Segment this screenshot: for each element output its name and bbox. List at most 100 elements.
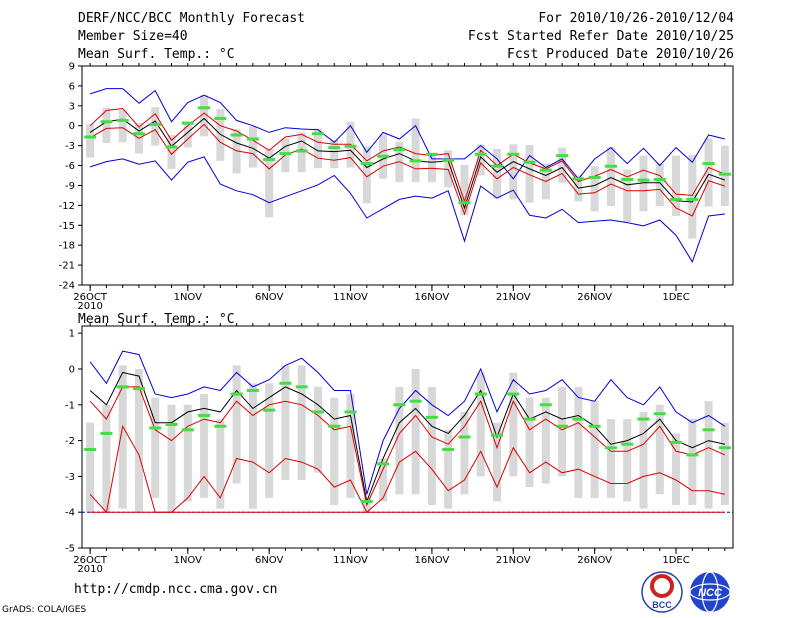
spread-box (688, 154, 697, 239)
y-tick-label: -5 (65, 544, 75, 555)
median-tick (84, 135, 97, 139)
y-tick-label: -6 (65, 161, 75, 172)
spread-box (167, 135, 176, 169)
y-tick-label: -21 (59, 261, 75, 272)
y-tick-label: 1 (69, 329, 75, 340)
median-tick (393, 148, 406, 152)
median-tick (181, 121, 194, 125)
spread-box (525, 144, 534, 203)
median-tick (637, 417, 650, 421)
median-tick (572, 417, 585, 421)
x-tick-label: 11NOV (333, 292, 368, 303)
median-tick (604, 164, 617, 168)
y-tick-label: -4 (65, 508, 75, 519)
y-tick-label: -2 (65, 436, 75, 447)
median-tick (198, 106, 211, 110)
median-tick (670, 197, 683, 201)
median-tick (556, 424, 569, 428)
median-tick (328, 424, 341, 428)
start-date: Fcst Started Refer Date 2010/10/25 (467, 29, 734, 44)
spread-box (134, 368, 143, 513)
median-tick (425, 152, 438, 156)
median-tick (556, 154, 569, 158)
spread-box (672, 155, 681, 216)
median-tick (230, 133, 243, 137)
median-tick (621, 177, 634, 181)
median-tick (523, 160, 536, 164)
median-tick (344, 144, 357, 148)
median-tick (165, 422, 178, 426)
spread-box (574, 386, 583, 498)
spread-box (606, 146, 615, 207)
y-tick-label: -3 (65, 141, 75, 152)
spread-box (265, 148, 274, 218)
x-tick-label: 16NOV (415, 555, 450, 566)
median-tick (360, 162, 373, 166)
spread-box (525, 397, 534, 488)
spread-box (362, 146, 371, 204)
ncc-logo: NCC (689, 571, 731, 613)
y-tick-label: 0 (69, 121, 75, 132)
spread-box (200, 394, 209, 498)
x-tick-label: 1DEC (662, 292, 689, 303)
spread-box (167, 404, 176, 513)
spread-box (720, 422, 729, 506)
spread-box (232, 365, 241, 484)
spread-box (118, 365, 127, 509)
spread-box (297, 365, 306, 480)
spread-box (265, 383, 274, 498)
series-mean-line (89, 371, 726, 504)
y-tick-label: -15 (59, 221, 75, 232)
median-tick (230, 392, 243, 396)
spread-box (183, 404, 192, 502)
spread-box (444, 429, 453, 509)
forecast-period: For 2010/10/26-2010/12/04 (538, 11, 734, 26)
spread-box (411, 368, 420, 495)
median-tick (539, 403, 552, 407)
spread-box (720, 145, 729, 207)
source-url[interactable]: http://cmdp.ncc.cma.gov.cn (74, 582, 278, 597)
produced-date: Fcst Produced Date 2010/10/26 (507, 47, 734, 62)
spread-box (623, 419, 632, 502)
spread-box (558, 147, 567, 183)
median-tick (686, 197, 699, 201)
spread-box (216, 419, 225, 509)
x-tick-label: 21NOV (496, 555, 531, 566)
median-tick (507, 152, 520, 156)
spread-box (281, 365, 290, 480)
plot-frame (81, 65, 734, 286)
median-tick (116, 385, 129, 389)
median-tick (100, 120, 113, 124)
median-tick (588, 175, 601, 179)
spread-box (623, 169, 632, 222)
median-tick (670, 440, 683, 444)
spread-box (493, 148, 502, 199)
spread-box (427, 386, 436, 506)
spread-box (639, 411, 648, 509)
median-tick (279, 152, 292, 156)
spread-box (102, 404, 111, 513)
series-q75-line (89, 386, 726, 507)
y-tick-label: 9 (69, 62, 75, 73)
spread-box (672, 433, 681, 506)
median-tick (491, 433, 504, 437)
median-tick (458, 435, 471, 439)
median-tick (132, 387, 145, 391)
spread-box (541, 397, 550, 484)
median-tick (165, 145, 178, 149)
median-tick (523, 417, 536, 421)
bcc-logo-text: BCC (652, 600, 672, 610)
series-q25-line (89, 424, 726, 514)
spread-box (411, 118, 420, 183)
ncc-logo-text: NCC (698, 587, 723, 599)
median-tick (132, 132, 145, 136)
x-tick-label: 21NOV (496, 292, 531, 303)
x-tick-label: 1DEC (662, 555, 689, 566)
median-tick (246, 137, 259, 141)
spread-box (688, 419, 697, 506)
spread-box (200, 95, 209, 137)
title-line1: DERF/NCC/BCC Monthly Forecast (78, 11, 305, 26)
series-min-line (89, 156, 725, 263)
